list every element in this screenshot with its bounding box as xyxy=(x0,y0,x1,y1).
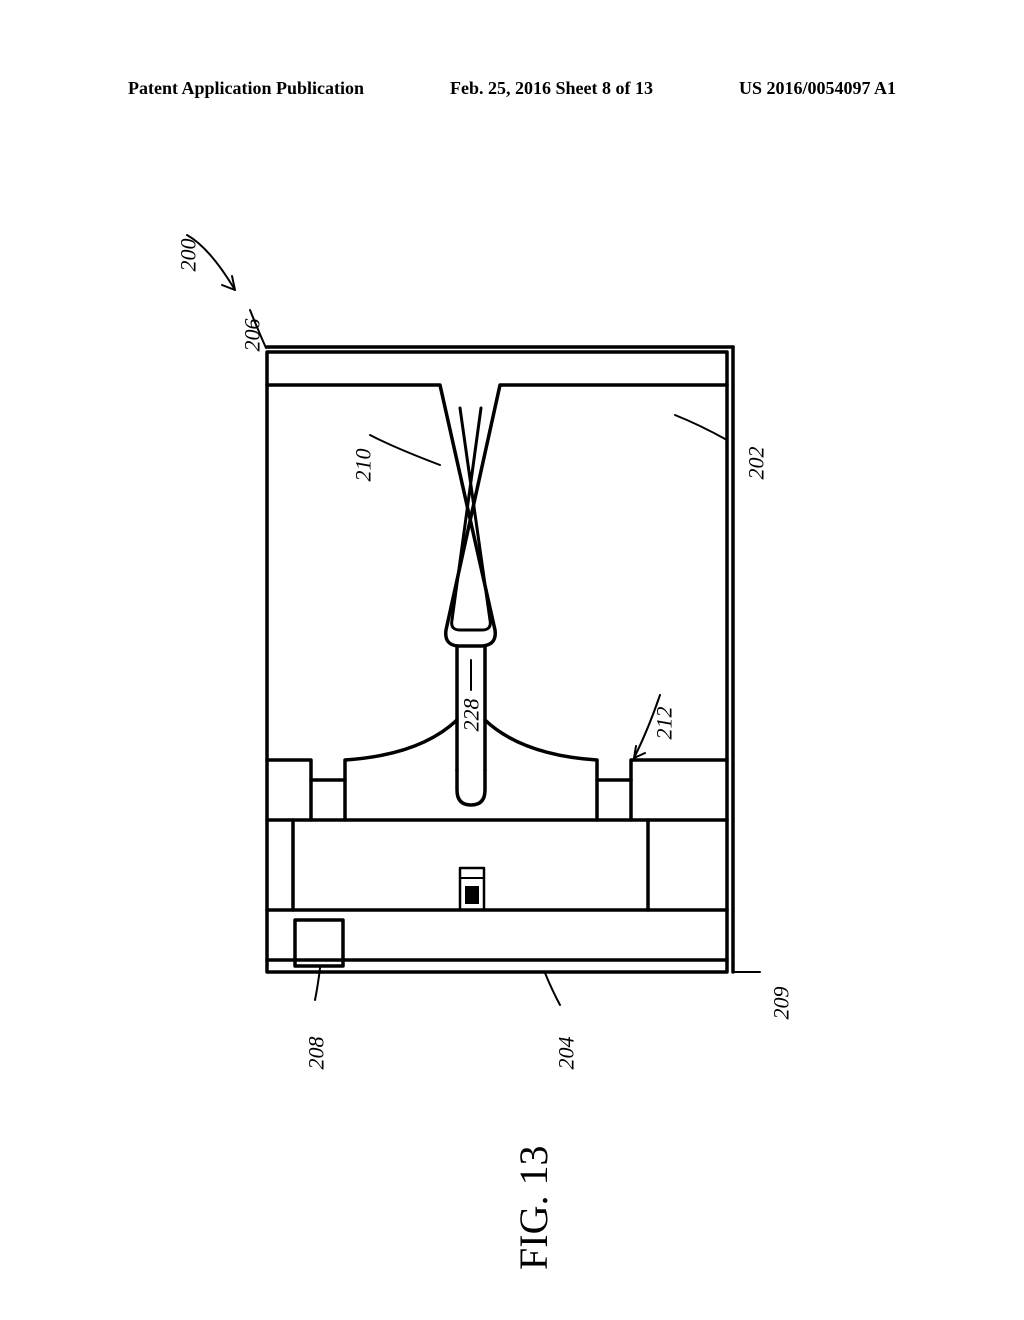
ref-204: 204 xyxy=(554,1037,580,1070)
header-right: US 2016/0054097 A1 xyxy=(739,78,896,99)
ref-208: 208 xyxy=(304,1037,330,1070)
patent-figure: 200 206 210 202 228 212 209 204 208 FIG.… xyxy=(0,190,1024,1190)
ref-228: 228 xyxy=(459,699,485,732)
ref-209: 209 xyxy=(769,987,795,1020)
figure-caption: FIG. 13 xyxy=(510,1146,557,1270)
ref-206: 206 xyxy=(240,319,266,352)
header-left: Patent Application Publication xyxy=(128,78,364,99)
ref-212: 212 xyxy=(652,707,678,740)
ref-210: 210 xyxy=(351,449,377,482)
header-center: Feb. 25, 2016 Sheet 8 of 13 xyxy=(450,78,653,99)
page-header: Patent Application Publication Feb. 25, … xyxy=(0,78,1024,99)
ref-200: 200 xyxy=(176,239,202,272)
ref-202: 202 xyxy=(744,447,770,480)
figure-drawing xyxy=(0,190,1024,1190)
